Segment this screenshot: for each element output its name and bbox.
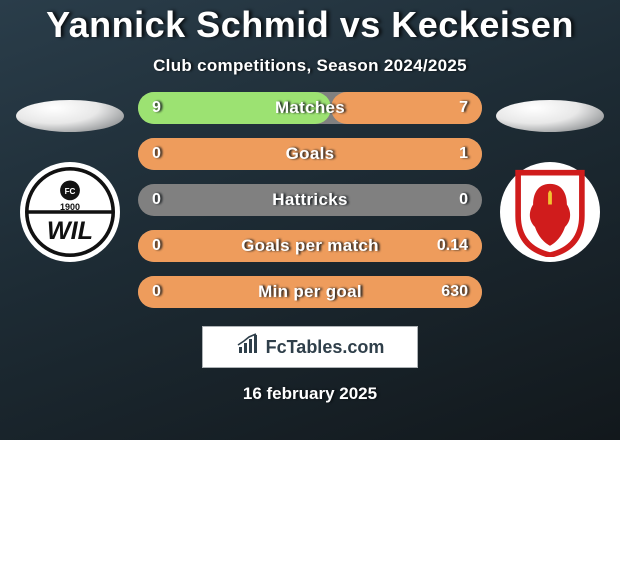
content-row: FC 1900 WIL 9Matches70Goals10Hattricks00… <box>0 98 620 308</box>
right-player-column <box>490 98 610 262</box>
stat-value-right: 0.14 <box>437 237 468 255</box>
stat-label: Goals <box>286 144 335 164</box>
snapshot-date: 16 february 2025 <box>243 384 377 404</box>
stat-value-left: 0 <box>152 237 161 255</box>
right-club-logo <box>500 162 600 262</box>
stat-value-left: 0 <box>152 145 161 163</box>
stat-value-left: 9 <box>152 99 161 117</box>
stat-value-left: 0 <box>152 283 161 301</box>
stat-bar: 0 Goals per match 0.14 <box>138 230 482 262</box>
svg-text:WIL: WIL <box>47 217 93 245</box>
stat-label: Hattricks <box>272 190 347 210</box>
brand-badge[interactable]: FcTables.com <box>202 326 418 368</box>
svg-text:1900: 1900 <box>60 202 80 212</box>
brand-text: FcTables.com <box>266 337 385 358</box>
brand-chart-icon <box>236 333 260 362</box>
stat-label: Min per goal <box>258 282 362 302</box>
stat-value-left: 0 <box>152 191 161 209</box>
svg-text:FC: FC <box>65 187 76 196</box>
stat-bar: 0 Goals 1 <box>138 138 482 170</box>
left-player-column: FC 1900 WIL <box>10 98 130 262</box>
lower-blank-area <box>0 440 620 580</box>
stat-label: Matches <box>275 98 345 118</box>
stat-value-right: 1 <box>459 145 468 163</box>
comparison-card: Yannick Schmid vs Keckeisen Club competi… <box>0 0 620 440</box>
subtitle: Club competitions, Season 2024/2025 <box>153 56 467 76</box>
stat-value-right: 630 <box>441 283 468 301</box>
stat-value-right: 7 <box>459 99 468 117</box>
stat-bar: 9 Matches 7 <box>138 92 482 124</box>
stat-bar: 0 Hattricks 0 <box>138 184 482 216</box>
page-title: Yannick Schmid vs Keckeisen <box>46 4 574 46</box>
right-nationality-badge <box>496 100 604 132</box>
stat-label: Goals per match <box>241 236 379 256</box>
stat-value-right: 0 <box>459 191 468 209</box>
stat-bar: 0 Min per goal 630 <box>138 276 482 308</box>
left-club-logo: FC 1900 WIL <box>20 162 120 262</box>
left-nationality-badge <box>16 100 124 132</box>
stat-bars: 9 Matches 7 0 Goals 1 0 Hattricks 0 0 Goals per ma… <box>138 92 482 308</box>
